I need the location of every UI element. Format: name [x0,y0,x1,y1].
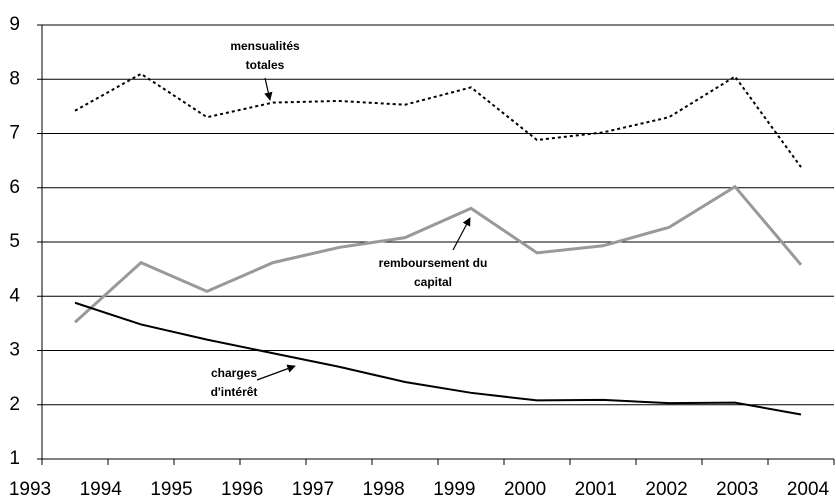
x-tick-label: 1994 [80,479,123,500]
series-line [73,184,803,324]
y-tick-label: 1 [9,448,20,469]
annotation: remboursement du [379,256,488,270]
annotation: charges [211,366,257,380]
annotation: mensualités [230,39,300,53]
y-tick-label: 5 [9,231,20,252]
annotation: totales [246,58,285,72]
x-tick-label: 1995 [150,479,192,500]
x-tick-label: 1999 [433,479,475,500]
annotation-arrow [452,217,471,251]
x-tick-label: 1998 [362,479,404,500]
y-tick-label: 3 [9,340,20,361]
y-tick-label: 2 [9,394,20,415]
x-tick-label: 2003 [716,479,758,500]
series-line [74,301,802,416]
y-tick-label: 9 [9,14,20,35]
x-tick-label: 2000 [504,479,546,500]
y-tick-label: 6 [9,177,20,198]
x-tick-label: 2001 [575,479,617,500]
series-line [74,72,802,168]
x-tick-label: 1996 [221,479,263,500]
y-tick-label: 8 [9,68,20,89]
y-tick-label: 7 [9,123,20,144]
y-tick-label: 4 [9,285,20,306]
annotation-arrow [264,77,273,101]
x-tick-label: 2004 [787,479,830,500]
annotation-arrow [256,364,296,381]
x-tick-label: 1993 [9,479,51,500]
x-tick-label: 2002 [645,479,687,500]
x-tick-label: 1997 [292,479,334,500]
annotation: d'intérêt [211,385,258,399]
annotation: capital [414,275,452,289]
